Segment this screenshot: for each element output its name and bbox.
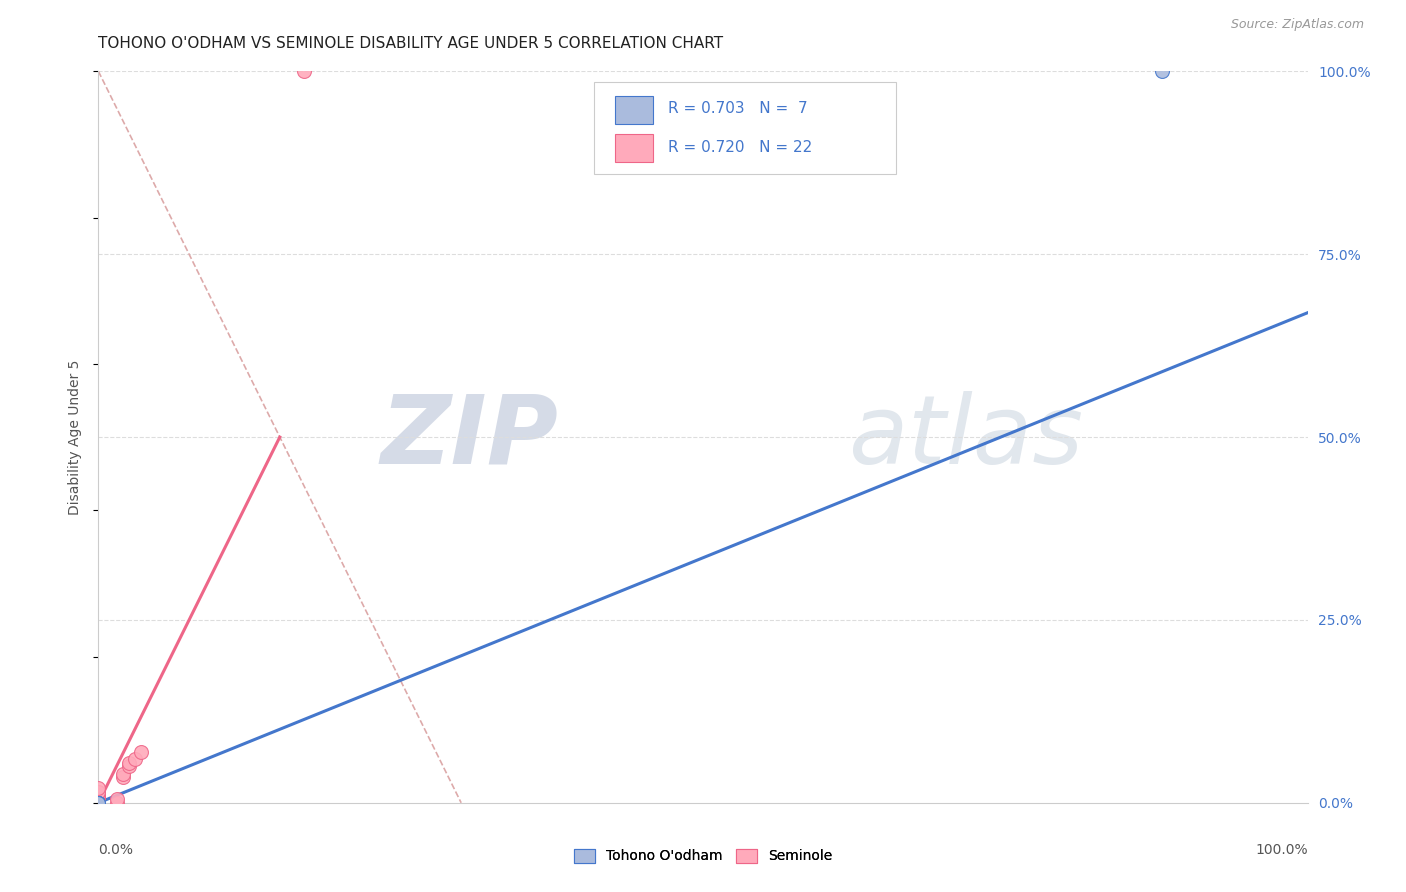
Text: ZIP: ZIP: [380, 391, 558, 483]
Point: [118, 756, 141, 770]
Point: [105, 792, 128, 806]
Point: [87, 796, 110, 810]
Text: Source: ZipAtlas.com: Source: ZipAtlas.com: [1230, 18, 1364, 31]
Point: [124, 752, 146, 766]
Y-axis label: Disability Age Under 5: Disability Age Under 5: [69, 359, 83, 515]
Text: atlas: atlas: [848, 391, 1083, 483]
FancyBboxPatch shape: [614, 134, 654, 161]
Point: [87, 796, 110, 810]
Point: [87, 796, 110, 810]
Text: 0.0%: 0.0%: [98, 843, 134, 857]
Point: [87, 789, 110, 803]
Point: [87, 781, 110, 796]
Point: [87, 796, 110, 810]
Point: [118, 759, 141, 773]
Point: [87, 796, 110, 810]
FancyBboxPatch shape: [614, 96, 654, 124]
Point: [87, 796, 110, 810]
Text: TOHONO O'ODHAM VS SEMINOLE DISABILITY AGE UNDER 5 CORRELATION CHART: TOHONO O'ODHAM VS SEMINOLE DISABILITY AG…: [98, 36, 724, 51]
Point: [87, 785, 110, 799]
Point: [292, 64, 315, 78]
Point: [87, 792, 110, 806]
FancyBboxPatch shape: [595, 82, 897, 174]
Point: [111, 766, 134, 780]
Point: [87, 796, 110, 810]
Point: [105, 796, 128, 810]
Text: R = 0.703   N =  7: R = 0.703 N = 7: [668, 101, 807, 116]
Point: [87, 796, 110, 810]
Point: [111, 770, 134, 784]
Point: [87, 785, 110, 799]
Point: [87, 796, 110, 810]
Point: [87, 796, 110, 810]
Point: [87, 792, 110, 806]
Point: [129, 745, 152, 759]
Point: [87, 796, 110, 810]
Legend: Tohono O'odham, Seminole: Tohono O'odham, Seminole: [568, 843, 838, 869]
Text: R = 0.720   N = 22: R = 0.720 N = 22: [668, 140, 813, 155]
Point: [87, 789, 110, 803]
Point: [1152, 64, 1174, 78]
Point: [87, 796, 110, 810]
Text: 100.0%: 100.0%: [1256, 843, 1308, 857]
